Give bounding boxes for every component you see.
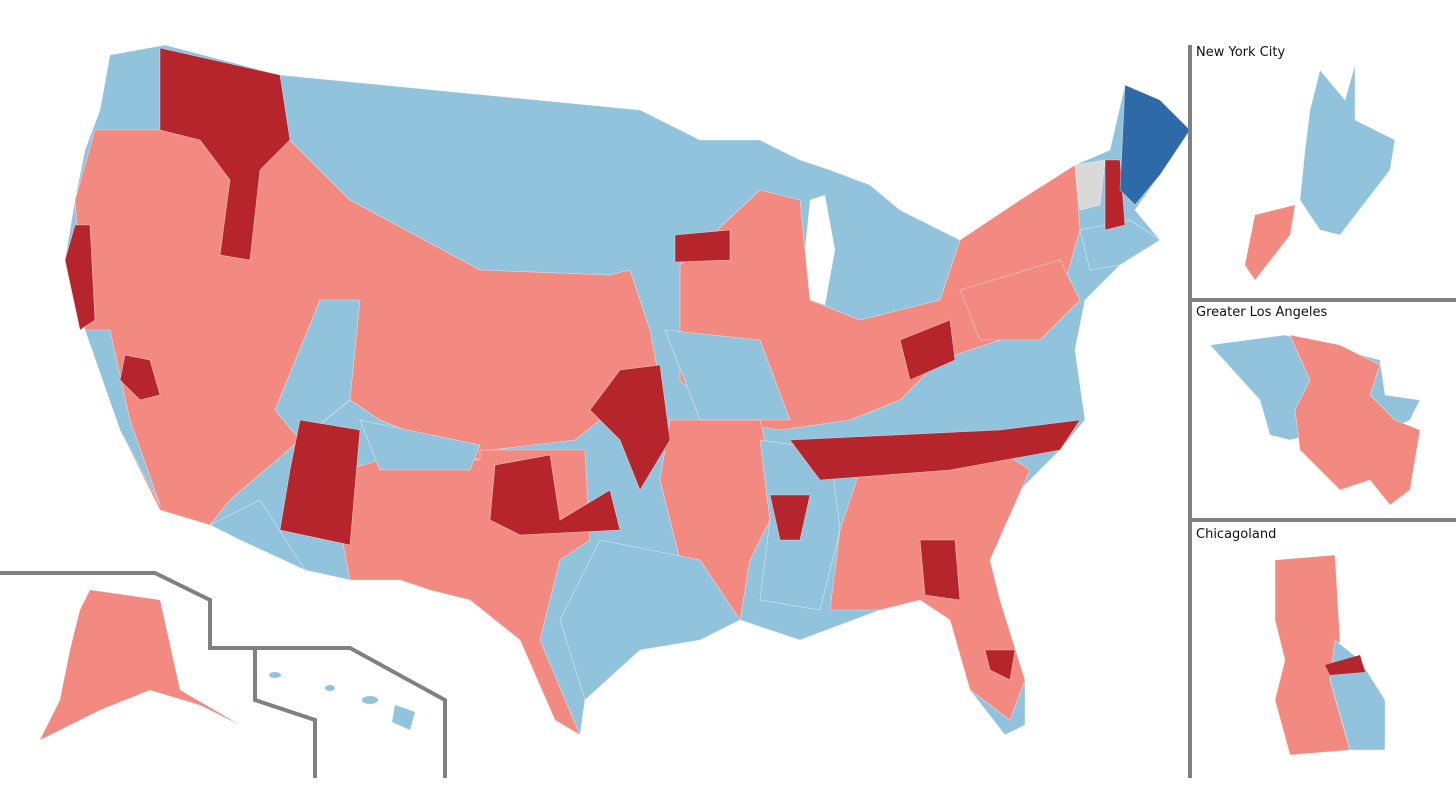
inset-title: Chicagoland — [1196, 527, 1276, 542]
kentucky-band — [789, 419, 1081, 481]
hawaii-island — [269, 672, 281, 678]
hawaii-island — [325, 685, 335, 691]
lake-michigan — [805, 195, 835, 305]
maine-region — [1119, 84, 1191, 206]
california-central — [119, 354, 161, 401]
arizona-south — [209, 499, 306, 571]
inset-border — [253, 648, 317, 778]
california-north — [64, 224, 96, 331]
alaska — [40, 590, 240, 740]
minnesota-region — [674, 229, 731, 263]
new-hampshire-region — [1104, 159, 1126, 231]
california-coast — [84, 329, 161, 506]
oklahoma-region — [489, 454, 621, 536]
vermont-gray — [1074, 159, 1106, 211]
nyc-area — [1299, 64, 1396, 236]
chicago-dark-red — [1325, 655, 1365, 675]
inset-border — [0, 571, 447, 778]
washington-region — [159, 47, 291, 261]
colorado-east — [359, 419, 481, 471]
tennessee-region — [769, 494, 811, 541]
missouri-region — [664, 329, 791, 421]
hawaii-island — [362, 696, 378, 704]
inset-title: New York City — [1196, 45, 1285, 60]
pennsylvania-region — [959, 259, 1081, 341]
utah-region — [274, 299, 361, 441]
georgia-region — [919, 539, 961, 601]
la-red — [1289, 334, 1421, 506]
louisiana-region — [559, 539, 741, 701]
inset-title: Greater Los Angeles — [1196, 305, 1328, 320]
hawaii-big-island — [392, 705, 415, 730]
staten-island — [1245, 205, 1295, 280]
florida-region — [984, 649, 1016, 681]
new-mexico-region — [279, 419, 361, 546]
ohio-region — [899, 319, 956, 381]
chicago-red — [1274, 554, 1351, 756]
kansas-region — [589, 364, 671, 491]
